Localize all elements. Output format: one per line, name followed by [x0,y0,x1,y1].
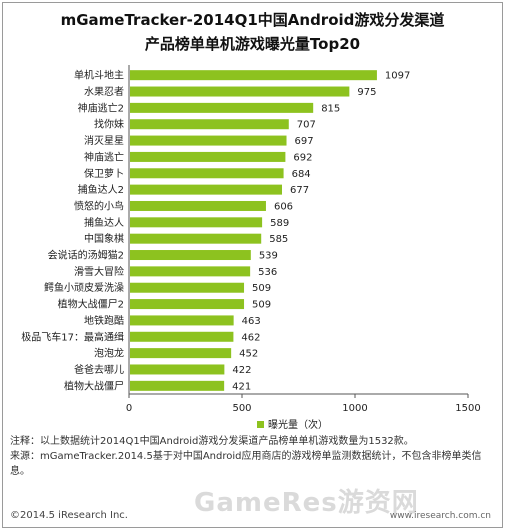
category-label: 鳄鱼小顽皮爱洗澡 [44,281,124,294]
bar [130,119,289,130]
chart-title-line-1: mGameTracker-2014Q1中国Android游戏分发渠道 [60,11,445,29]
bar [130,184,283,195]
legend-label: 曝光量（次） [268,418,328,430]
bar [130,70,377,81]
bar [130,135,287,146]
category-label: 神庙逃亡2 [78,101,124,114]
bar [130,348,232,359]
category-label: 捕鱼达人 [84,216,124,229]
data-label: 509 [252,283,271,294]
category-label: 单机斗地主 [74,69,124,82]
chart-title-line-2: 产品榜单单机游戏曝光量Top20 [144,35,361,53]
data-label: 539 [259,251,278,262]
data-label: 509 [252,300,271,311]
data-label: 606 [274,201,293,212]
legend-swatch [257,421,264,428]
bar [130,364,225,375]
category-label: 植物大战僵尸 [64,379,124,392]
category-label: 捕鱼达人2 [78,183,124,196]
data-label: 697 [295,136,314,147]
data-label: 677 [290,185,309,196]
category-label: 滑雪大冒险 [74,265,124,278]
notes: 注释：以上数据统计2014Q1中国Android游戏分发渠道产品榜单单机游戏数量… [10,434,498,479]
category-label: 消灭星星 [84,134,124,147]
bar [130,200,266,211]
data-label: 463 [242,316,261,327]
x-tick-label: 500 [232,403,251,414]
data-label: 975 [357,87,376,98]
bar [130,217,263,228]
data-label: 452 [239,349,258,360]
bar-chart: 单机斗地主 1097 水果忍者 975 神庙逃亡2 815 找你妹 707 消灭星星 697 神庙逃… [21,65,481,430]
x-tick-label: 1000 [342,403,367,414]
category-label: 保卫萝卜 [84,167,124,180]
bar [130,151,286,162]
x-tick-label: 0 [126,403,132,414]
category-label: 找你妹 [94,118,124,131]
category-label: 泡泡龙 [94,347,124,360]
category-label: 极品飞车17：最高通缉 [21,330,124,343]
bar [130,299,245,310]
data-label: 589 [270,218,289,229]
category-label: 植物大战僵尸2 [58,298,124,311]
bar [130,250,251,261]
bar [130,380,225,391]
data-label: 421 [232,381,251,392]
category-label: 中国象棋 [84,232,124,245]
data-label: 585 [269,234,288,245]
category-label: 会说话的汤姆猫2 [48,249,124,262]
bar [130,168,284,179]
data-label: 815 [321,103,340,114]
note-line: 注释：以上数据统计2014Q1中国Android游戏分发渠道产品榜单单机游戏数量… [10,436,414,447]
copyright: ©2014.5 iResearch Inc. [10,510,128,521]
data-label: 707 [297,120,316,131]
bar [130,315,234,326]
bar [130,233,262,244]
x-tick-label: 1500 [455,403,480,414]
bar [130,266,251,277]
category-label: 地铁跑酷 [84,314,124,327]
bar [130,86,350,97]
data-label: 684 [292,169,311,180]
source-line: 来源：mGameTracker.2014.5基于对中国Android应用商店的游… [10,451,482,477]
site-url: www.iresearch.com.cn [389,511,491,521]
watermark: GameRes游资网 [194,488,419,518]
bar [130,331,234,342]
bar [130,282,245,293]
data-label: 462 [241,332,260,343]
data-label: 692 [293,152,312,163]
category-label: 水果忍者 [84,86,124,98]
category-label: 爸爸去哪儿 [74,363,124,376]
data-label: 536 [258,267,277,278]
bar [130,102,314,113]
data-label: 422 [232,365,251,376]
category-label: 愤怒的小鸟 [74,199,124,212]
data-label: 1097 [385,71,410,82]
category-label: 神庙逃亡 [84,150,124,163]
